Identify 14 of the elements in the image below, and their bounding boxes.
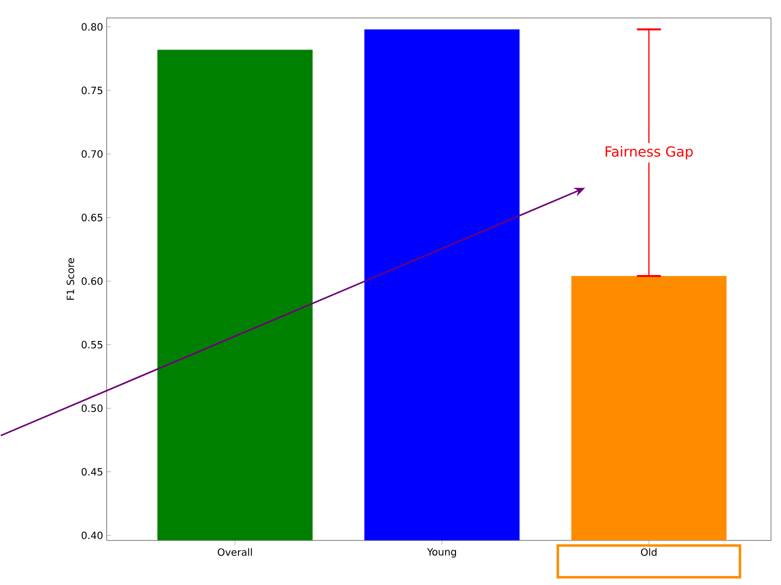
y-tick-label: 0.60 — [82, 277, 103, 285]
y-tick-label: 0.70 — [82, 150, 103, 158]
y-axis-title: F1 Score — [66, 258, 74, 300]
y-tick-label: 0.55 — [82, 340, 102, 348]
y-tick-label: 0.75 — [82, 86, 102, 94]
annotation: Fairness Gap — [606, 146, 693, 160]
y-tick-label: 0.40 — [82, 531, 103, 539]
x-tick-label: Overall — [218, 548, 252, 556]
x-tick-label: Young — [427, 548, 456, 558]
x-tick-label: Old — [641, 548, 656, 556]
y-tick-label: 0.50 — [82, 404, 103, 412]
y-tick-label: 0.80 — [82, 22, 103, 30]
y-tick-label: 0.65 — [82, 214, 102, 222]
y-tick-label: 0.45 — [82, 468, 102, 476]
